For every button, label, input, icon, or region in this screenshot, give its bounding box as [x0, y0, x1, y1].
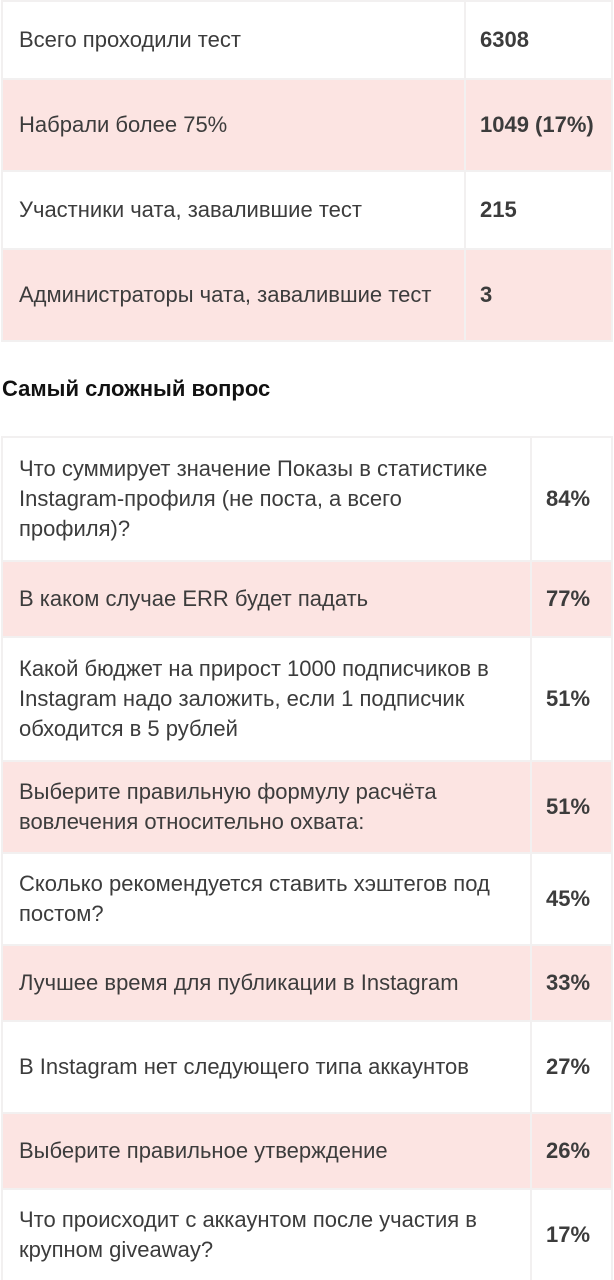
stats-row-chat-members-failed: Участники чата, завалившие тест 215	[1, 170, 613, 250]
question-percent: 17%	[530, 1188, 613, 1280]
stats-table: Всего проходили тест 6308 Набрали более …	[1, 0, 613, 342]
stats-value: 6308	[464, 0, 613, 80]
hardest-questions-table: Что суммирует значение Показы в статисти…	[1, 436, 613, 1280]
question-percent: 84%	[530, 436, 613, 562]
question-row: Какой бюджет на прирост 1000 подписчиков…	[1, 636, 613, 762]
question-row: Что суммирует значение Показы в статисти…	[1, 436, 613, 562]
question-percent: 26%	[530, 1112, 613, 1190]
question-text: Лучшее время для публикации в Instagram	[1, 944, 532, 1022]
question-row: Сколько рекомендуется ставить хэштегов п…	[1, 852, 613, 946]
question-row: Что происходит с аккаунтом после участия…	[1, 1188, 613, 1280]
stats-label: Участники чата, завалившие тест	[1, 170, 466, 250]
question-text: В Instagram нет следующего типа аккаунто…	[1, 1020, 532, 1114]
stats-row-admins-failed: Администраторы чата, завалившие тест 3	[1, 248, 613, 342]
question-text: Выберите правильное утверждение	[1, 1112, 532, 1190]
question-row: В Instagram нет следующего типа аккаунто…	[1, 1020, 613, 1114]
stats-row-total: Всего проходили тест 6308	[1, 0, 613, 80]
question-row: Выберите правильное утверждение 26%	[1, 1112, 613, 1190]
question-text: Какой бюджет на прирост 1000 подписчиков…	[1, 636, 532, 762]
question-percent: 51%	[530, 636, 613, 762]
question-text: Что суммирует значение Показы в статисти…	[1, 436, 532, 562]
question-percent: 51%	[530, 760, 613, 854]
question-text: В каком случае ERR будет падать	[1, 560, 532, 638]
question-row: Выберите правильную формулу расчёта вовл…	[1, 760, 613, 854]
stats-value: 3	[464, 248, 613, 342]
question-percent: 77%	[530, 560, 613, 638]
section-title: Самый сложный вопрос	[2, 376, 271, 401]
stats-value: 215	[464, 170, 613, 250]
question-row: В каком случае ERR будет падать 77%	[1, 560, 613, 638]
stats-row-over-75: Набрали более 75% 1049 (17%)	[1, 78, 613, 172]
stats-value: 1049 (17%)	[464, 78, 613, 172]
question-percent: 45%	[530, 852, 613, 946]
stats-label: Администраторы чата, завалившие тест	[1, 248, 466, 342]
question-percent: 27%	[530, 1020, 613, 1114]
stats-label: Набрали более 75%	[1, 78, 466, 172]
question-row: Лучшее время для публикации в Instagram …	[1, 944, 613, 1022]
stats-label: Всего проходили тест	[1, 0, 466, 80]
question-text: Что происходит с аккаунтом после участия…	[1, 1188, 532, 1280]
question-percent: 33%	[530, 944, 613, 1022]
question-text: Выберите правильную формулу расчёта вовл…	[1, 760, 532, 854]
question-text: Сколько рекомендуется ставить хэштегов п…	[1, 852, 532, 946]
